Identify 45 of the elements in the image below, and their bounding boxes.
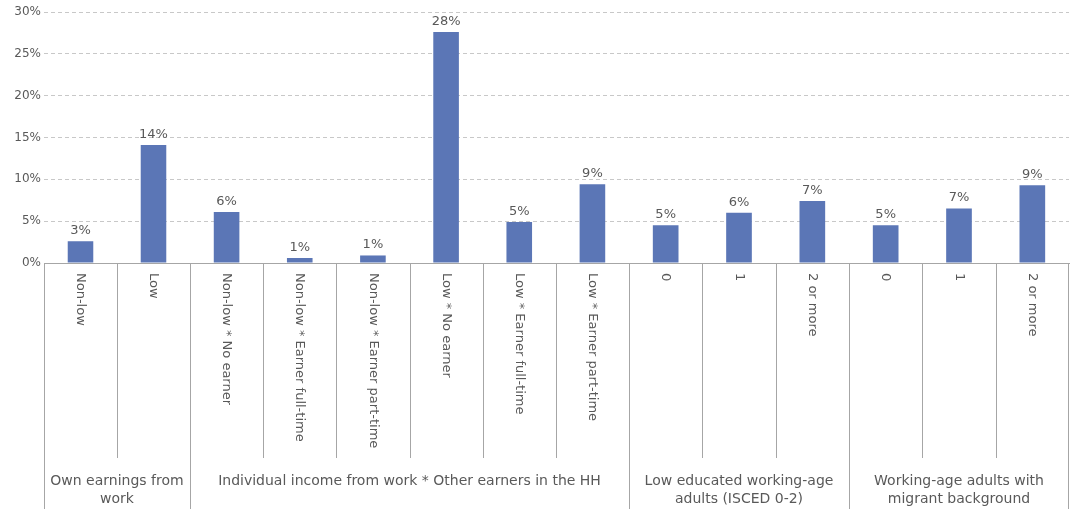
data-label: 5%: [655, 206, 676, 222]
y-tick-label: 30%: [14, 4, 41, 19]
x-tick-label: Low * Earner part-time: [586, 273, 602, 422]
data-label: 7%: [802, 181, 823, 197]
x-tick-label: 0: [659, 273, 675, 282]
data-label: 7%: [948, 189, 970, 205]
bar: [286, 257, 313, 263]
y-tick-label: 5%: [21, 213, 41, 228]
data-label: 9%: [582, 165, 603, 181]
x-axis-title: Low educated working-age adults (ISCED 0-2): [644, 471, 834, 506]
bar: [360, 255, 386, 263]
x-tick-label: 0: [879, 273, 895, 282]
x-tick-label: Non-low * Earner full-time: [293, 273, 309, 442]
x-tick-label: Low * No earner: [439, 273, 455, 379]
bar: [579, 184, 606, 263]
data-label: 9%: [1022, 166, 1043, 182]
data-label: 28%: [431, 12, 461, 28]
x-axis-title: Working-age adults with migrant background: [874, 471, 1044, 506]
data-label: 1%: [362, 236, 384, 252]
x-tick-label: 2 or more: [1025, 273, 1041, 337]
x-tick-label: Low: [147, 273, 163, 299]
x-axis-title: Individual income from work * Other earners in the HH: [218, 471, 601, 488]
x-tick-label: 1: [952, 273, 968, 282]
y-tick-label: 20%: [14, 87, 41, 102]
data-label: 3%: [70, 222, 91, 238]
data-label: 14%: [139, 125, 168, 141]
y-tick-label: 0%: [21, 255, 41, 270]
data-label: 5%: [875, 206, 896, 222]
bar: [433, 32, 459, 263]
y-tick-label: 25%: [14, 45, 41, 60]
data-label: 6%: [216, 192, 237, 208]
data-label: 1%: [289, 238, 311, 254]
bar: [506, 222, 533, 263]
x-axis-title: Own earnings from work: [50, 471, 184, 506]
data-label: 6%: [728, 193, 750, 209]
x-tick-label: Non-low: [74, 273, 90, 327]
x-tick-label: Non-low * No earner: [220, 273, 236, 406]
x-tick-label: Non-low * Earner part-time: [366, 273, 382, 449]
data-label: 5%: [508, 202, 530, 218]
y-tick-label: 15%: [14, 129, 41, 144]
bar: [213, 211, 240, 263]
y-tick-label: 10%: [14, 171, 41, 186]
x-tick-label: 2 or more: [805, 273, 821, 337]
x-tick-label: 1: [732, 273, 748, 282]
x-tick-label: Low * Earner full-time: [512, 273, 528, 415]
